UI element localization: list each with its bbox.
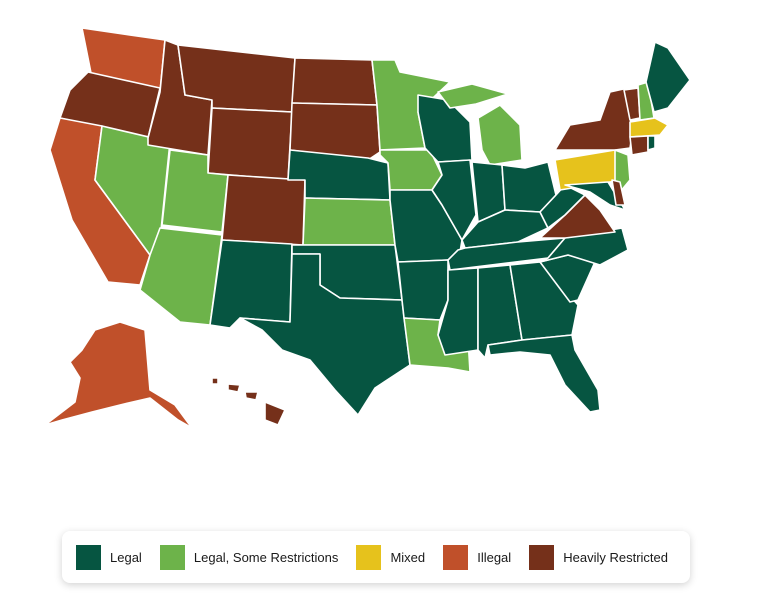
state-FL[interactable] xyxy=(487,334,601,413)
legend-swatch-mixed xyxy=(356,544,382,570)
legend-label-legal-some-restrictions: Legal, Some Restrictions xyxy=(193,549,339,565)
state-DE[interactable] xyxy=(611,179,626,206)
legend-item-legal: Legal xyxy=(76,544,142,570)
state-ME[interactable] xyxy=(645,41,691,113)
state-WY[interactable] xyxy=(207,107,293,181)
state-GA[interactable] xyxy=(509,261,579,341)
legend-item-mixed: Mixed xyxy=(356,544,426,570)
legend-swatch-legal-some-restrictions xyxy=(159,544,185,570)
state-ND[interactable] xyxy=(291,57,378,106)
state-MD[interactable] xyxy=(564,181,626,211)
legend-item-legal-some-restrictions: Legal, Some Restrictions xyxy=(159,544,339,570)
state-SD[interactable] xyxy=(289,102,381,161)
state-TX[interactable] xyxy=(239,253,411,416)
state-RI[interactable] xyxy=(647,135,656,151)
legend-swatch-illegal xyxy=(443,544,469,570)
state-AZ[interactable] xyxy=(139,227,223,326)
state-MA[interactable] xyxy=(629,117,669,138)
state-LA[interactable] xyxy=(403,317,471,373)
state-HI-4[interactable] xyxy=(264,401,286,426)
state-MI[interactable] xyxy=(477,104,523,166)
state-HI-1[interactable] xyxy=(211,377,219,385)
map-legend: Legal Legal, Some Restrictions Mixed Ill… xyxy=(62,531,690,583)
state-KS[interactable] xyxy=(302,197,396,246)
legend-item-illegal: Illegal xyxy=(443,544,512,570)
legend-label-illegal: Illegal xyxy=(477,549,512,565)
state-AK[interactable] xyxy=(44,321,193,429)
state-HI-3[interactable] xyxy=(244,391,259,401)
state-NM[interactable] xyxy=(209,239,293,329)
state-MI-UP[interactable] xyxy=(437,83,509,109)
state-NY[interactable] xyxy=(554,87,633,151)
state-AR[interactable] xyxy=(397,259,449,321)
state-WV[interactable] xyxy=(539,184,586,229)
state-CT[interactable] xyxy=(629,135,649,156)
state-CO[interactable] xyxy=(221,174,306,246)
legend-swatch-legal xyxy=(76,544,101,570)
us-states-map xyxy=(44,27,691,429)
legend-label-heavily-restricted: Heavily Restricted xyxy=(563,549,668,565)
legend-label-legal: Legal xyxy=(110,549,142,565)
state-HI-2[interactable] xyxy=(227,383,241,393)
state-IL[interactable] xyxy=(431,159,477,241)
legend-item-heavily-restricted: Heavily Restricted xyxy=(529,544,668,570)
legend-swatch-heavily-restricted xyxy=(529,544,555,570)
legend-label-mixed: Mixed xyxy=(390,549,426,565)
